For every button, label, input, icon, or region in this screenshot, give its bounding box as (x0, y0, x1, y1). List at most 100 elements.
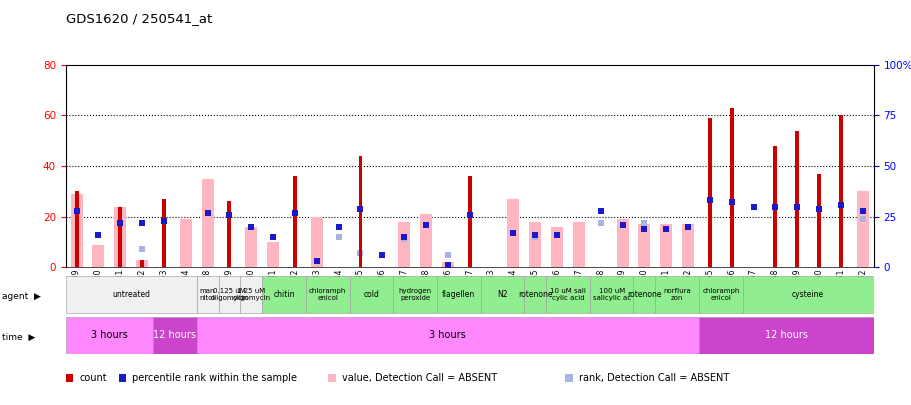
Bar (267, 242, 279, 267)
Text: flagellen: flagellen (442, 290, 475, 299)
Bar (633, 276, 655, 313)
Bar (70, 194, 83, 267)
Point (637, 226, 651, 232)
Bar (436, 276, 480, 313)
Bar (524, 276, 546, 313)
Point (723, 199, 738, 206)
Text: norflura
zon: norflura zon (662, 288, 691, 301)
Text: chloramph
enicol: chloramph enicol (701, 288, 739, 301)
Text: 100 uM
salicylic ac: 100 uM salicylic ac (592, 288, 630, 301)
Text: 3 hours: 3 hours (91, 330, 128, 340)
Bar (546, 276, 589, 313)
Point (91, 232, 106, 238)
Bar (698, 276, 742, 313)
Bar (816, 174, 820, 267)
Text: percentile rank within the sample: percentile rank within the sample (132, 373, 297, 383)
Bar (75, 191, 78, 267)
Text: 0.125 uM
oligomycin: 0.125 uM oligomycin (210, 288, 248, 301)
Bar (698, 317, 873, 354)
Bar (393, 276, 436, 313)
Text: N2: N2 (496, 290, 507, 299)
Bar (219, 276, 241, 313)
Text: untreated: untreated (112, 290, 150, 299)
Point (659, 226, 673, 232)
Bar (201, 179, 213, 267)
Bar (480, 276, 524, 313)
Point (637, 220, 651, 226)
Text: rotenone: rotenone (517, 290, 552, 299)
Text: 10 uM sali
cylic acid: 10 uM sali cylic acid (549, 288, 585, 301)
Bar (660, 224, 671, 267)
Point (833, 201, 847, 208)
Bar (638, 224, 650, 267)
Bar (162, 199, 166, 267)
Point (418, 222, 433, 228)
Text: 3 hours: 3 hours (429, 330, 466, 340)
Bar (855, 191, 868, 267)
Bar (528, 222, 540, 267)
Bar (118, 207, 122, 267)
Text: rank, Detection Call = ABSENT: rank, Detection Call = ABSENT (578, 373, 729, 383)
Point (593, 207, 608, 214)
Point (91, 232, 106, 238)
Bar (179, 219, 191, 267)
Bar (358, 156, 362, 267)
Bar (420, 214, 432, 267)
Point (615, 222, 630, 228)
Bar (398, 222, 410, 267)
Point (745, 203, 760, 210)
Bar (140, 260, 144, 267)
Text: 12 hours: 12 hours (153, 330, 196, 340)
Point (244, 224, 259, 230)
Bar (773, 146, 776, 267)
Point (593, 220, 608, 226)
Point (855, 207, 869, 214)
Point (701, 197, 716, 204)
Point (113, 220, 128, 226)
Bar (197, 276, 219, 313)
Text: agent  ▶: agent ▶ (2, 292, 41, 301)
Text: rotenone: rotenone (627, 290, 660, 299)
Text: cysteine: cysteine (792, 290, 824, 299)
Point (353, 250, 367, 256)
Point (265, 234, 280, 240)
Text: chitin: chitin (273, 290, 294, 299)
Point (680, 224, 694, 230)
Bar (681, 224, 693, 267)
Bar (66, 317, 153, 354)
Point (680, 224, 694, 230)
Bar (616, 219, 628, 267)
Bar (241, 276, 262, 313)
Bar (550, 227, 562, 267)
Bar (838, 115, 842, 267)
Point (396, 234, 411, 240)
Point (527, 232, 542, 238)
Bar (507, 199, 518, 267)
Bar (467, 176, 471, 267)
Point (331, 234, 345, 240)
Point (265, 234, 280, 240)
Point (767, 203, 782, 210)
Point (374, 252, 389, 258)
Point (200, 209, 215, 216)
Bar (66, 276, 197, 313)
Bar (197, 317, 698, 354)
Point (549, 232, 564, 238)
Bar (114, 207, 126, 267)
Text: man
nitol: man nitol (200, 288, 215, 301)
Bar (262, 276, 305, 313)
Bar (153, 317, 197, 354)
Text: hydrogen
peroxide: hydrogen peroxide (398, 288, 431, 301)
Text: 12 hours: 12 hours (764, 330, 807, 340)
Text: cold: cold (363, 290, 379, 299)
Bar (227, 201, 231, 267)
Bar (92, 245, 105, 267)
Bar (589, 276, 633, 313)
Point (855, 215, 869, 222)
Point (789, 203, 804, 210)
Bar (729, 108, 733, 267)
Bar (572, 222, 584, 267)
Bar (136, 260, 148, 267)
Bar (311, 217, 322, 267)
Point (157, 217, 171, 224)
